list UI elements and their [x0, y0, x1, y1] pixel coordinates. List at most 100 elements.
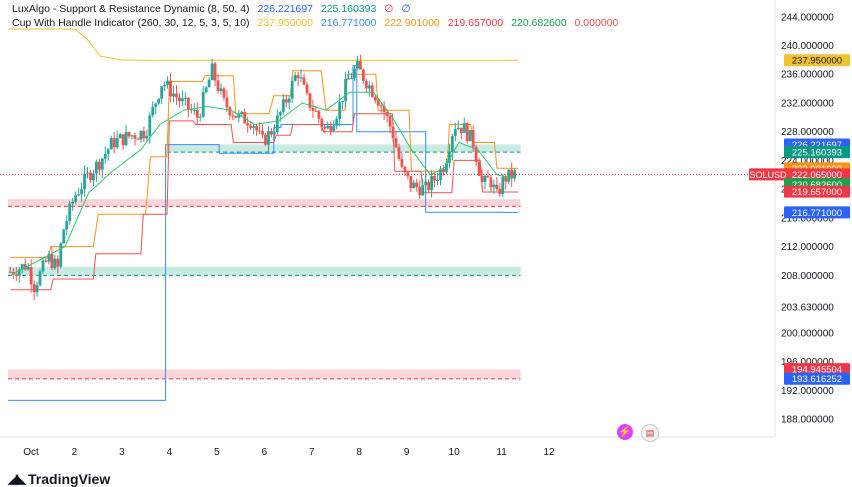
- moving-average-line: [10, 91, 516, 276]
- candle: [249, 125, 253, 128]
- candle: [41, 260, 45, 272]
- candle: [471, 130, 475, 147]
- flash-icon[interactable]: ⚡: [617, 424, 633, 440]
- candle: [204, 87, 208, 93]
- candle: [370, 85, 374, 97]
- candle: [275, 115, 279, 133]
- candle: [231, 115, 235, 117]
- candle: [439, 168, 442, 181]
- x-tick-label: 7: [309, 447, 315, 458]
- candle: [86, 172, 89, 174]
- candle: [32, 284, 36, 293]
- candle: [80, 189, 83, 195]
- legend-value: ∅: [384, 3, 394, 15]
- x-tick-label: 3: [119, 447, 125, 458]
- y-tick-label: 216.000000: [781, 213, 834, 224]
- legend-value: 226.221697: [257, 3, 313, 15]
- candle: [445, 163, 448, 173]
- candle: [100, 158, 104, 170]
- candle: [492, 184, 496, 188]
- red-level-line: [10, 113, 519, 291]
- candle: [56, 258, 60, 267]
- candle: [71, 201, 75, 204]
- tradingview-logo[interactable]: ◢◣ TradingView: [8, 471, 110, 487]
- candle: [29, 267, 33, 285]
- candle: [364, 80, 368, 89]
- candle: [421, 185, 425, 196]
- candle: [246, 123, 250, 126]
- candle: [442, 168, 445, 173]
- candle: [359, 60, 362, 70]
- indicator-legend-cup[interactable]: Cup With Handle Indicator (260, 30, 12, …: [12, 17, 623, 29]
- candle: [127, 132, 131, 137]
- candle: [94, 161, 98, 174]
- y-tick-label: 196.000000: [781, 357, 834, 368]
- legend-value: ∅: [401, 3, 411, 15]
- yellow-level-line: [8, 28, 519, 61]
- candle: [172, 93, 175, 97]
- candle: [456, 127, 460, 130]
- price-tag-box: [784, 54, 850, 67]
- candle: [465, 123, 469, 142]
- candle: [412, 182, 416, 189]
- candle: [489, 177, 493, 188]
- candle: [314, 110, 318, 112]
- candle: [504, 176, 508, 182]
- price-tag-label: 225.160393: [792, 148, 842, 159]
- candle: [20, 264, 24, 270]
- us-flag-icon[interactable]: ▤: [641, 424, 659, 442]
- candle: [189, 109, 193, 111]
- candle: [332, 125, 336, 131]
- y-tick-label: 228.000000: [781, 127, 834, 138]
- candle: [166, 80, 169, 85]
- candle: [287, 98, 291, 103]
- candle: [379, 105, 383, 107]
- candle: [44, 260, 48, 262]
- candle: [234, 115, 238, 118]
- price-tag-label: 193.616252: [792, 374, 842, 385]
- candle: [151, 106, 155, 116]
- price-tag-box: [784, 185, 850, 198]
- candle: [474, 146, 478, 162]
- support-zone: [166, 144, 521, 153]
- candle: [154, 103, 158, 107]
- candle: [338, 102, 342, 119]
- candle: [17, 269, 21, 276]
- candle: [320, 118, 324, 127]
- y-tick-label: 200.000000: [781, 328, 834, 339]
- legend-value: 216.771000: [320, 17, 377, 29]
- candle: [495, 184, 499, 189]
- x-tick-label: 12: [543, 447, 555, 458]
- candle: [38, 271, 42, 286]
- candle: [361, 69, 365, 81]
- price-tag: 194.945504: [784, 363, 850, 376]
- candle: [201, 92, 205, 117]
- candle: [329, 125, 333, 131]
- candle: [186, 97, 190, 110]
- candle: [447, 152, 451, 164]
- indicator-name: Cup With Handle Indicator (260, 30, 12, …: [12, 17, 250, 29]
- candle: [175, 93, 178, 98]
- indicator-name: LuxAlgo - Support & Resistance Dynamic (…: [12, 3, 250, 15]
- candle: [62, 229, 66, 244]
- candle: [183, 97, 187, 99]
- candle: [477, 161, 481, 176]
- price-tag: 222.065000 SOLUSD: [749, 168, 850, 181]
- candle: [424, 181, 428, 186]
- price-tag-label: 219.657000: [792, 187, 842, 198]
- candle: [296, 75, 300, 79]
- candle: [350, 78, 353, 80]
- candle: [169, 80, 172, 97]
- candle: [14, 274, 18, 276]
- indicator-legend-sr[interactable]: LuxAlgo - Support & Resistance Dynamic (…: [12, 3, 416, 15]
- candle: [35, 285, 39, 293]
- candle: [74, 195, 78, 202]
- candle: [210, 63, 214, 80]
- candle: [394, 138, 398, 148]
- y-tick-label: 232.000000: [781, 98, 834, 109]
- candle: [237, 113, 241, 118]
- candle: [47, 253, 51, 262]
- price-tag-box: [784, 206, 850, 219]
- price-tag-label: 194.945504: [792, 365, 842, 376]
